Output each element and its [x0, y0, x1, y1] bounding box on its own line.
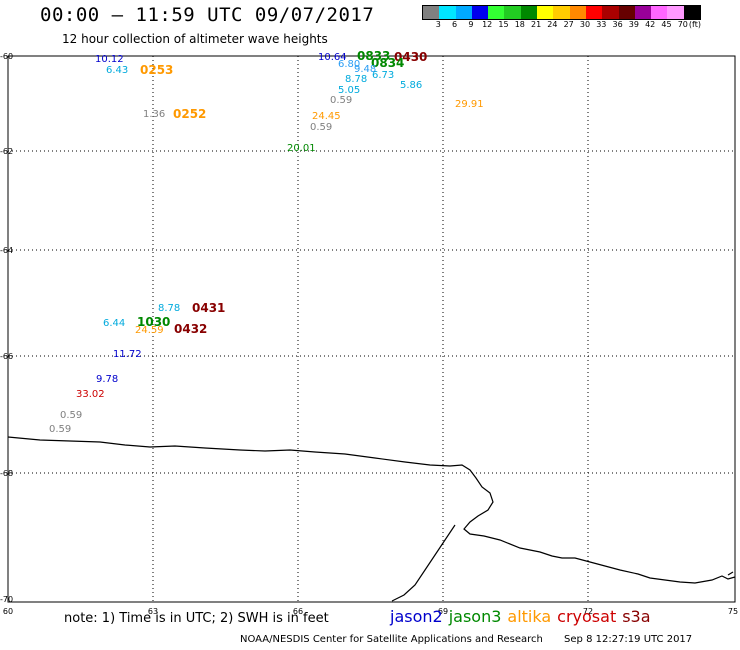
- wave-height-label: 33.02: [76, 389, 105, 400]
- wave-height-label: 6.44: [103, 318, 125, 329]
- satellite-legend-jason3: jason3: [448, 607, 502, 626]
- pass-time-label: 0833: [357, 49, 390, 63]
- satellite-legend-cryosat: cryosat: [557, 607, 617, 626]
- axis-tick-labels: -60 -62 -64 -66 -68 -70 60 63 66 69 72 75: [0, 52, 738, 616]
- satellite-legend-s3a: s3a: [622, 607, 651, 626]
- wave-height-label: 6.73: [372, 70, 394, 81]
- pass-time-label: 0252: [173, 107, 206, 121]
- latitude-tick-label: -64: [0, 246, 13, 255]
- coastline-fragment: [727, 571, 734, 576]
- color-swatch: [602, 6, 619, 19]
- credit-text: NOAA/NESDIS Center for Satellite Applica…: [240, 634, 543, 645]
- color-scale-labels: 3 6 9 12 15 18 21 24 27 30 33 36 39 42 45 70 (ft): [422, 20, 740, 32]
- color-scale-label: 70: [677, 20, 688, 29]
- wave-height-observations: 10.126.43 0253 1.36 0252 10.64 0833 0430 6.80 08…: [49, 49, 484, 435]
- wave-height-label: 5.86: [400, 80, 422, 91]
- color-swatch: [488, 6, 505, 19]
- wave-height-label: 0.59: [310, 122, 332, 133]
- color-swatch: [651, 6, 668, 19]
- color-scale-label: 36: [612, 20, 623, 29]
- longitude-tick-label: 75: [728, 607, 738, 616]
- color-swatch: [439, 6, 456, 19]
- color-swatch: [520, 6, 538, 19]
- pass-time-label: 0431: [192, 301, 225, 315]
- pass-time-label: 0430: [394, 50, 427, 64]
- pass-time-label: 0834: [371, 56, 404, 70]
- satellite-legend-altika: altika: [507, 607, 552, 626]
- wave-height-label: 0.59: [60, 410, 82, 421]
- wave-height-label: 8.78: [345, 74, 367, 85]
- color-swatch: [537, 6, 554, 19]
- map-subtitle: 12 hour collection of altimeter wave hei…: [62, 32, 328, 46]
- latitude-tick-label: -60: [0, 52, 13, 61]
- pass-time-label: 1030: [137, 315, 170, 329]
- color-swatch: [471, 6, 489, 19]
- credit-line: NOAA/NESDIS Center for Satellite Applica…: [240, 634, 692, 645]
- wave-height-label: 24.59: [135, 325, 164, 336]
- map-frame: [7, 55, 736, 603]
- color-swatch: [569, 6, 586, 19]
- pass-time-label: 0253: [140, 63, 173, 77]
- units-note: note: 1) Time is in UTC; 2) SWH is in fe…: [64, 611, 329, 626]
- generated-timestamp: Sep 8 12:27:19 UTC 2017: [564, 634, 693, 645]
- color-scale-label: 33: [596, 20, 607, 29]
- color-swatch: [585, 6, 603, 19]
- coastline-inlet: [391, 524, 456, 602]
- color-swatch: [634, 6, 652, 19]
- wave-height-label: 0.59: [49, 424, 71, 435]
- color-scale-label: 24: [547, 20, 558, 29]
- color-swatch: [553, 6, 570, 19]
- longitude-tick-label: 63: [148, 607, 158, 616]
- antarctic-coastline: [7, 436, 736, 584]
- wave-height-label: 1.36: [143, 109, 165, 120]
- graticule: [8, 56, 735, 602]
- color-swatch: [423, 6, 440, 19]
- latitude-tick-label: -70: [0, 595, 13, 604]
- latitude-tick-label: -66: [0, 352, 13, 361]
- wave-height-label: 10.12: [95, 54, 124, 65]
- color-scale-bar: [422, 5, 702, 20]
- longitude-tick-label: 69: [438, 607, 448, 616]
- color-scale-label: 6: [452, 20, 458, 29]
- satellite-legend-jason2: jason2: [390, 607, 443, 626]
- color-swatch: [667, 6, 684, 19]
- wave-height-label: 5.05: [338, 85, 360, 96]
- color-scale-label: 30: [579, 20, 591, 29]
- color-scale-label: 39: [628, 20, 639, 29]
- satellite-legend: jason2 jason3 altika cryosat s3a: [390, 607, 657, 626]
- wave-height-label: 11.72: [113, 349, 142, 360]
- color-scale-label: 21: [531, 20, 542, 29]
- latitude-tick-label: -62: [0, 147, 13, 156]
- color-swatch: [455, 6, 472, 19]
- color-scale-label: (ft): [688, 20, 701, 29]
- wave-height-label: 8.78: [158, 303, 180, 314]
- longitude-tick-label: 66: [293, 607, 303, 616]
- color-scale-label: 27: [563, 20, 574, 29]
- color-scale-label: 15: [498, 20, 509, 29]
- color-scale-label: 45: [661, 20, 672, 29]
- color-swatch: [504, 6, 521, 19]
- wave-height-label: 24.45: [312, 111, 341, 122]
- color-swatch: [683, 6, 701, 19]
- pass-time-label: 0432: [174, 322, 207, 336]
- wave-height-label: 9.78: [96, 374, 118, 385]
- color-scale-label: 9: [468, 20, 474, 29]
- wave-height-label: 6.80: [338, 59, 360, 70]
- wave-height-label: 6.43: [106, 65, 128, 76]
- color-scale-label: 12: [482, 20, 493, 29]
- color-scale-label: 3: [435, 20, 441, 29]
- longitude-tick-label: 60: [3, 607, 13, 616]
- longitude-tick-label: 72: [583, 607, 593, 616]
- wave-height-label: 0.59: [330, 95, 352, 106]
- map-title: 00:00 – 11:59 UTC 09/07/2017: [40, 4, 375, 26]
- wave-height-label: 29.91: [455, 99, 484, 110]
- wave-height-label: 20.01: [287, 143, 316, 154]
- color-swatch: [618, 6, 635, 19]
- latitude-tick-label: -68: [0, 469, 13, 478]
- color-scale-label: 42: [645, 20, 656, 29]
- wave-height-label: 10.64: [318, 52, 347, 63]
- wave-height-label: 9.48: [354, 64, 376, 75]
- color-scale-label: 18: [514, 20, 525, 29]
